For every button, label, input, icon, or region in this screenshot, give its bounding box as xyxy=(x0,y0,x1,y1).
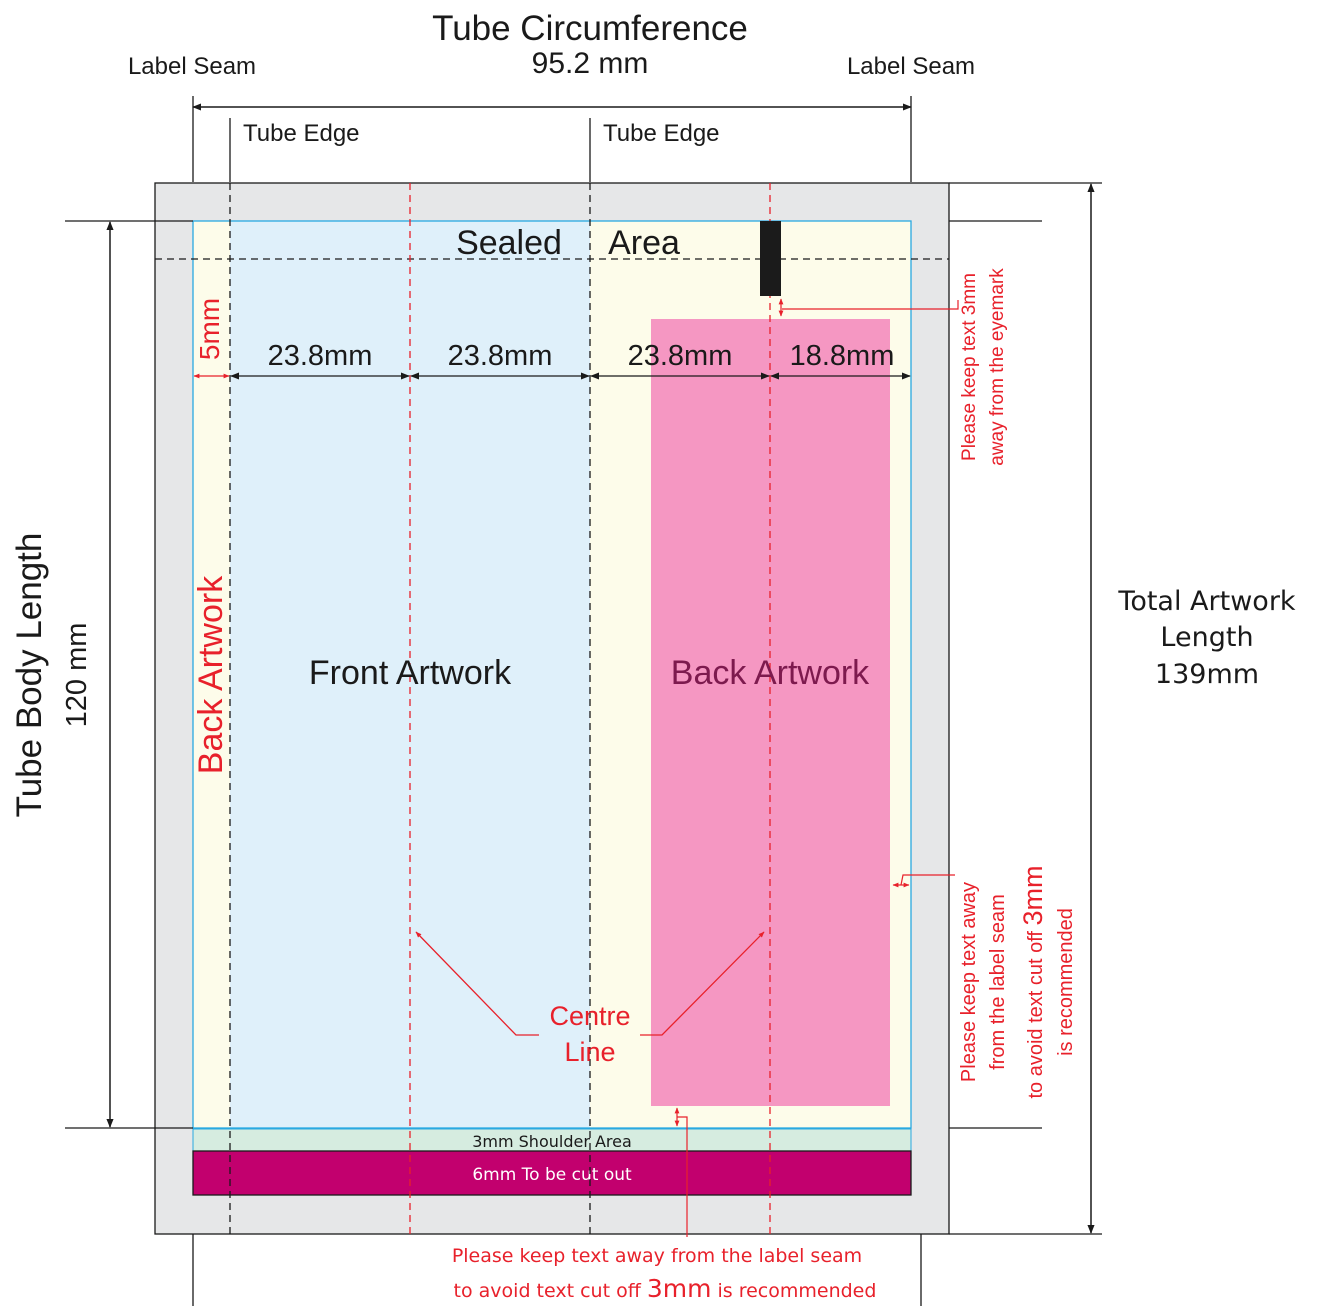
seam-note-right-3b: 3mm xyxy=(1018,865,1048,925)
seam-note-bottom-2b: 3mm xyxy=(647,1274,712,1303)
total-length-label-2: Length xyxy=(1160,622,1253,653)
seam-note-bottom-1: Please keep text away from the label sea… xyxy=(452,1245,862,1267)
circumference-value: 95.2 mm xyxy=(532,47,649,80)
seam-note-right-4: is recommended xyxy=(1055,908,1077,1056)
shoulder-area-label: 3mm Shoulder Area xyxy=(472,1132,632,1151)
seam-note-leader-right xyxy=(900,874,955,886)
tube-edge-right: Tube Edge xyxy=(603,120,720,147)
sealed-word: Sealed xyxy=(456,224,562,262)
centre-line-leader-left xyxy=(415,931,539,1036)
eyemark-note-2: away from the eyemark xyxy=(987,268,1008,466)
label-seam-left: Label Seam xyxy=(128,53,256,80)
body-length-value: 120 mm xyxy=(61,623,93,728)
seam-note-right-1: Please keep text away xyxy=(958,882,980,1082)
centre-line-leader-right xyxy=(640,931,765,1036)
cut-out-band xyxy=(192,1150,912,1196)
inner-panel-outline xyxy=(192,220,912,1129)
width-label-margin: 5mm xyxy=(194,298,225,360)
width-label-col1: 23.8mm xyxy=(268,340,373,372)
eyemark-note-1: Please keep text 3mm xyxy=(959,273,980,461)
back-artwork-label-right: Back Artwork xyxy=(671,654,870,692)
width-label-col2: 23.8mm xyxy=(448,340,553,372)
tube-edge-left: Tube Edge xyxy=(243,120,360,147)
cut-out-label: 6mm To be cut out xyxy=(472,1165,632,1185)
eyemark-note-leader xyxy=(782,300,959,310)
body-length-title: Tube Body Length xyxy=(10,533,49,818)
width-label-col4: 18.8mm xyxy=(790,340,895,372)
seam-note-bottom-2a: to avoid text cut off xyxy=(454,1280,647,1302)
front-artwork-label: Front Artwork xyxy=(309,654,512,692)
centre-line-label-1: Centre xyxy=(549,1001,630,1031)
seam-note-leader-bottom xyxy=(677,1116,688,1237)
back-artwork-label-left: Back Artwork xyxy=(192,575,230,774)
seam-note-right-3: to avoid text cut off 3mm xyxy=(1018,865,1048,1098)
seam-note-bottom-2c: is recommended xyxy=(711,1280,876,1302)
total-length-label-1: Total Artwork xyxy=(1117,586,1295,617)
total-length-value: 139mm xyxy=(1155,659,1259,690)
eyemark xyxy=(760,221,781,296)
area-word: Area xyxy=(608,224,680,262)
centre-line-label-2: Line xyxy=(564,1037,615,1067)
label-seam-right: Label Seam xyxy=(847,53,975,80)
seam-note-right-3a: to avoid text cut off xyxy=(1025,925,1047,1098)
seam-note-right-2: from the label seam xyxy=(987,894,1009,1070)
title-tube-circumference: Tube Circumference xyxy=(432,9,748,48)
width-label-col3: 23.8mm xyxy=(628,340,733,372)
seam-note-bottom-2: to avoid text cut off 3mm is recommended xyxy=(454,1274,877,1303)
